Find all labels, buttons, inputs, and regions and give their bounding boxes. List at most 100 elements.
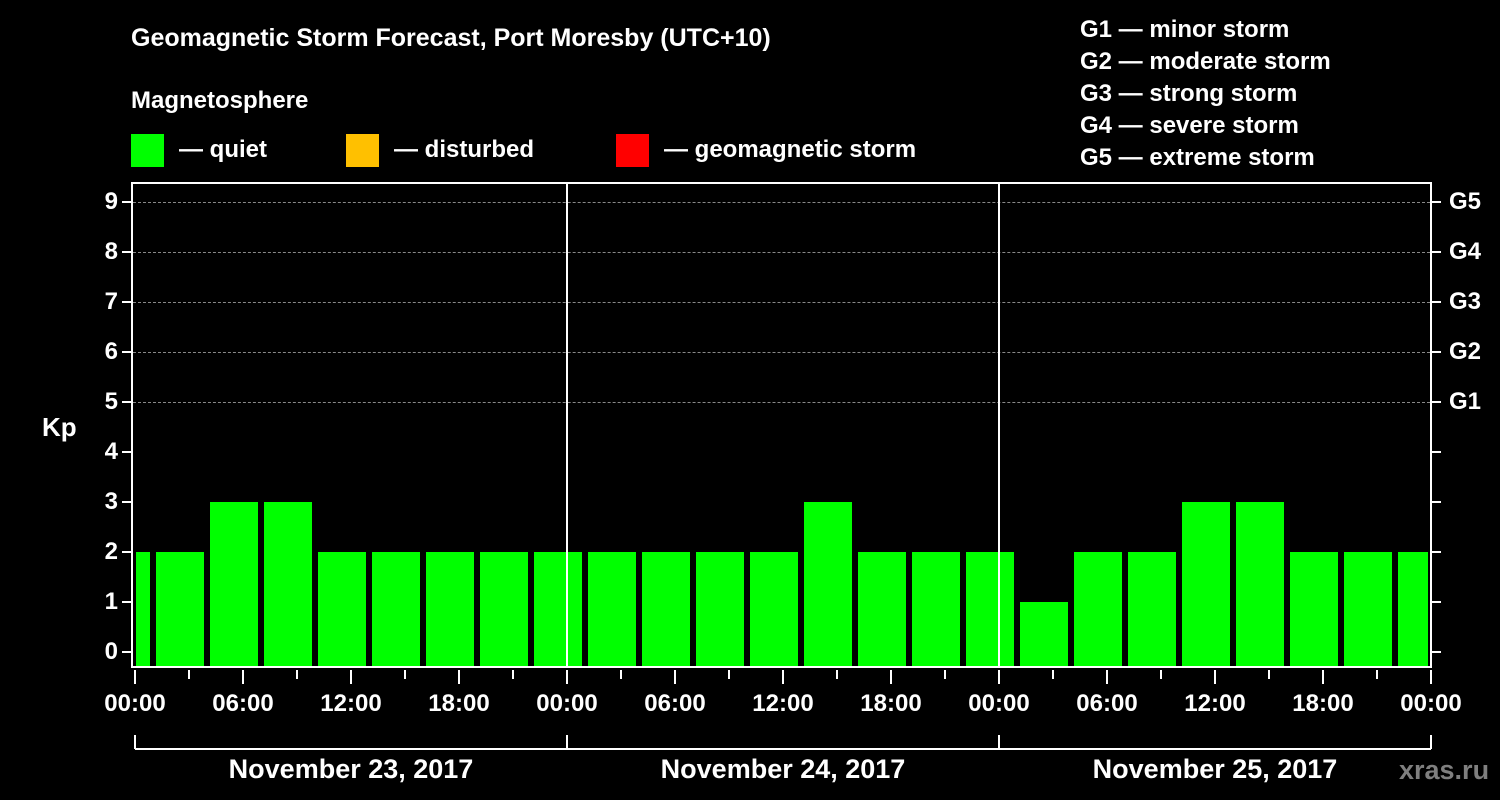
y-tick-label: 5 bbox=[104, 388, 118, 415]
quiet-swatch-icon bbox=[131, 133, 164, 167]
date-bracket-tick bbox=[566, 735, 568, 749]
legend-disturbed: — disturbed bbox=[346, 133, 534, 167]
gridline bbox=[133, 202, 1430, 203]
x-tick bbox=[1268, 670, 1270, 679]
y-tick-label: 1 bbox=[104, 588, 118, 615]
y-tick-right bbox=[1432, 651, 1441, 653]
y-tick-right bbox=[1432, 301, 1441, 303]
kp-bar bbox=[588, 552, 636, 667]
kp-bar bbox=[804, 502, 852, 667]
x-tick bbox=[836, 670, 838, 679]
y-tick-right bbox=[1432, 601, 1441, 603]
chart-subtitle: Magnetosphere bbox=[131, 87, 309, 114]
y-tick bbox=[122, 501, 131, 503]
y-tick-label: 9 bbox=[104, 188, 118, 215]
kp-bar bbox=[696, 552, 744, 667]
date-bracket bbox=[135, 748, 1431, 750]
kp-bar bbox=[480, 552, 528, 667]
x-tick bbox=[242, 670, 244, 684]
legend-label: — geomagnetic storm bbox=[664, 136, 917, 163]
legend-quiet: — quiet bbox=[131, 133, 267, 167]
x-tick bbox=[1106, 670, 1108, 684]
y-tick bbox=[122, 601, 131, 603]
kp-bar bbox=[318, 552, 366, 667]
x-tick-label: 12:00 bbox=[752, 690, 814, 717]
y-tick bbox=[122, 651, 131, 653]
x-tick bbox=[728, 670, 730, 679]
x-tick-label: 00:00 bbox=[536, 690, 598, 717]
kp-bar bbox=[912, 552, 960, 667]
y-tick-label: 2 bbox=[104, 538, 118, 565]
date-bracket-tick bbox=[998, 735, 1000, 749]
legend-label: — disturbed bbox=[394, 136, 535, 163]
day-label: November 23, 2017 bbox=[228, 754, 474, 784]
y-tick bbox=[122, 201, 131, 203]
x-tick bbox=[458, 670, 460, 684]
x-tick-label: 18:00 bbox=[428, 690, 490, 717]
y-tick-right bbox=[1432, 351, 1441, 353]
kp-bar bbox=[426, 552, 474, 667]
kp-bar bbox=[264, 502, 312, 667]
disturbed-swatch-icon bbox=[346, 133, 379, 167]
kp-bar bbox=[1182, 502, 1230, 667]
kp-bar bbox=[210, 502, 258, 667]
kp-bar bbox=[858, 552, 906, 667]
kp-bar bbox=[156, 552, 204, 667]
x-tick bbox=[782, 670, 784, 684]
kp-bar bbox=[1128, 552, 1176, 667]
storm-scale-item: G4 — severe storm bbox=[1080, 112, 1299, 139]
x-tick-label: 00:00 bbox=[968, 690, 1030, 717]
g-scale-label: G5 bbox=[1449, 188, 1482, 215]
x-tick bbox=[350, 670, 352, 684]
chart-title: Geomagnetic Storm Forecast, Port Moresby… bbox=[131, 24, 771, 52]
storm-scale-item: G5 — extreme storm bbox=[1080, 144, 1315, 171]
x-tick-label: 18:00 bbox=[1292, 690, 1354, 717]
watermark: xras.ru bbox=[1399, 755, 1490, 785]
x-tick bbox=[998, 670, 1000, 684]
day-separator bbox=[998, 182, 1000, 668]
legend-label: — quiet bbox=[179, 136, 267, 163]
y-tick-right bbox=[1432, 501, 1441, 503]
day-label: November 24, 2017 bbox=[660, 754, 906, 784]
kp-bar bbox=[136, 552, 150, 667]
y-tick bbox=[122, 301, 131, 303]
x-tick bbox=[404, 670, 406, 679]
y-tick-right bbox=[1432, 451, 1441, 453]
x-tick bbox=[674, 670, 676, 684]
date-bracket-tick bbox=[1430, 735, 1432, 749]
date-bracket-tick bbox=[134, 735, 136, 749]
y-tick-right bbox=[1432, 251, 1441, 253]
x-tick bbox=[188, 670, 190, 679]
x-tick-label: 00:00 bbox=[1400, 690, 1462, 717]
y-tick-label: 8 bbox=[104, 238, 118, 265]
y-tick bbox=[122, 251, 131, 253]
y-tick-right bbox=[1432, 401, 1441, 403]
x-tick-label: 18:00 bbox=[860, 690, 922, 717]
day-label: November 25, 2017 bbox=[1092, 754, 1338, 784]
kp-bar bbox=[966, 552, 1014, 667]
x-tick-label: 06:00 bbox=[1076, 690, 1138, 717]
y-tick-label: 6 bbox=[104, 338, 118, 365]
y-tick bbox=[122, 551, 131, 553]
y-tick-right bbox=[1432, 551, 1441, 553]
kp-bar bbox=[1074, 552, 1122, 667]
g-scale-label: G3 bbox=[1449, 288, 1482, 315]
kp-bar bbox=[1290, 552, 1338, 667]
x-tick-label: 06:00 bbox=[212, 690, 274, 717]
x-tick bbox=[296, 670, 298, 679]
x-tick-label: 00:00 bbox=[104, 690, 166, 717]
x-tick bbox=[1052, 670, 1054, 679]
gridline bbox=[133, 302, 1430, 303]
g-scale-label: G2 bbox=[1449, 338, 1482, 365]
x-tick bbox=[134, 670, 136, 684]
kp-bar bbox=[750, 552, 798, 667]
y-tick-label: 3 bbox=[104, 488, 118, 515]
x-tick bbox=[1214, 670, 1216, 684]
storm-scale-item: G3 — strong storm bbox=[1080, 80, 1298, 107]
kp-bar bbox=[1236, 502, 1284, 667]
x-tick bbox=[512, 670, 514, 679]
storm-scale-legend: G1 — minor storm G2 — moderate storm G3 … bbox=[1080, 14, 1331, 174]
storm-scale-item: G1 — minor storm bbox=[1080, 16, 1290, 43]
legend-storm: — geomagnetic storm bbox=[616, 133, 916, 167]
kp-bar bbox=[372, 552, 420, 667]
